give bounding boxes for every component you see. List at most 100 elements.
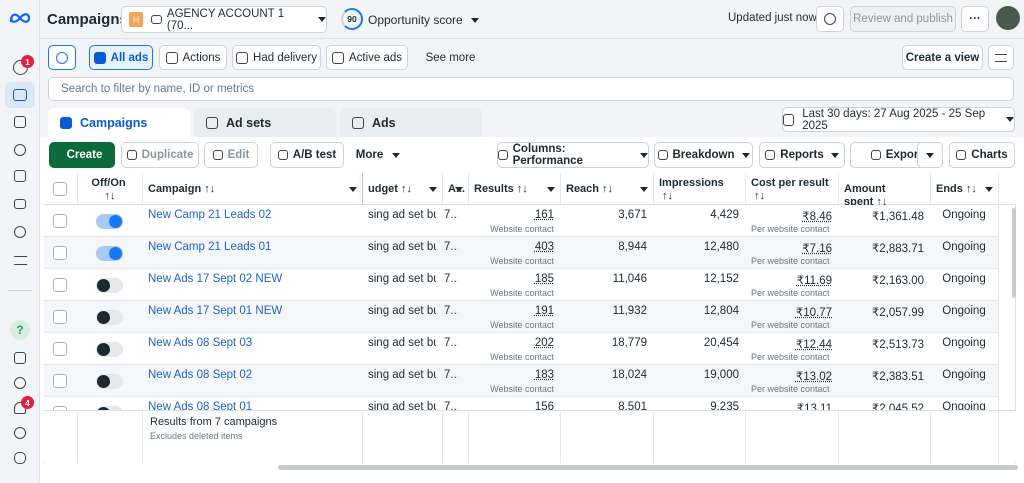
row-checkbox[interactable] <box>53 214 67 228</box>
column-menu[interactable] <box>429 187 437 192</box>
filter-button[interactable]: Had delivery <box>232 45 321 70</box>
account-selector[interactable]: H AGENCY ACCOUNT 1 (70... <box>121 6 327 33</box>
search-toggle[interactable] <box>48 45 76 70</box>
campaign-name[interactable]: New Ads 08 Sept 02 <box>148 369 253 381</box>
table-row <box>44 301 998 333</box>
column-header[interactable]: Reach ↑↓ <box>566 183 645 196</box>
more-button[interactable]: ··· <box>961 6 989 32</box>
column-header[interactable]: Campaign ↑↓ <box>148 183 354 196</box>
delivery-toggle[interactable] <box>96 406 123 410</box>
cell-value: ₹10.77 <box>795 307 832 319</box>
delivery-toggle[interactable] <box>96 278 123 293</box>
campaign-name[interactable]: New Ads 08 Sept 03 <box>148 337 253 349</box>
cell-value: 191 <box>534 305 554 317</box>
button-label: Create <box>66 149 103 161</box>
cell-value: Ongoing <box>942 273 986 285</box>
vertical-scrollbar[interactable] <box>1012 208 1016 298</box>
row-checkbox[interactable] <box>53 374 67 388</box>
toolbar-button[interactable]: Charts <box>949 142 1015 168</box>
ads-table-icon[interactable] <box>5 82 35 108</box>
toolbar-button[interactable]: Edit <box>204 142 258 168</box>
campaign-name[interactable]: New Ads 17 Sept 01 NEW <box>148 305 283 317</box>
tab-label: Ad sets <box>226 116 272 130</box>
review-publish-button[interactable]: Review and publish <box>850 6 956 32</box>
search-input[interactable]: Search to filter by name, ID or metrics <box>48 77 1014 101</box>
row-checkbox[interactable] <box>53 406 67 410</box>
sort-icon: ↑↓ <box>876 196 888 208</box>
campaign-name[interactable]: New Ads 08 Sept 01 <box>148 401 253 410</box>
campaign-name[interactable]: New Camp 21 Leads 02 <box>148 209 272 221</box>
date-range-picker[interactable]: Last 30 days: 27 Aug 2025 - 25 Sep 2025 <box>782 107 1015 132</box>
delivery-toggle[interactable] <box>96 374 123 389</box>
column-label: Off/On <box>91 177 126 189</box>
create-view-button[interactable]: Create a view <box>902 45 983 70</box>
help-icon[interactable]: ? <box>10 320 30 340</box>
cell-value: sing ad set bu... <box>368 209 436 221</box>
cell-subtext: Website contact <box>490 256 554 266</box>
refresh-button[interactable] <box>816 6 844 32</box>
toolbar-button[interactable]: Columns: Performance <box>497 142 649 168</box>
toolbar-button[interactable]: Breakdown <box>654 142 753 168</box>
column-header[interactable]: Cost per result ↑↓ <box>751 177 830 203</box>
settings-icon[interactable] <box>10 373 30 393</box>
filter-button[interactable]: Actions <box>159 45 227 70</box>
search-icon[interactable] <box>10 423 30 443</box>
view-settings-button[interactable] <box>988 45 1014 70</box>
cell-value: 7... <box>444 337 458 349</box>
news-icon[interactable] <box>10 348 30 368</box>
export-dropdown[interactable] <box>917 142 943 168</box>
column-header[interactable]: Results ↑↓ <box>474 183 552 196</box>
column-menu[interactable] <box>349 187 357 192</box>
column-menu[interactable] <box>640 187 648 192</box>
button-icon <box>498 150 508 160</box>
avatar[interactable] <box>996 6 1020 30</box>
cell-value: 7... <box>444 273 458 285</box>
tab-ads[interactable]: Ads <box>340 108 482 138</box>
billing-icon[interactable] <box>10 194 30 214</box>
column-menu[interactable] <box>547 187 555 192</box>
events-icon[interactable] <box>10 222 30 242</box>
row-checkbox[interactable] <box>53 342 67 356</box>
audience-icon[interactable] <box>10 140 30 160</box>
tab-campaigns[interactable]: Campaigns <box>48 108 190 138</box>
toolbar-button[interactable]: Create <box>49 142 115 168</box>
column-header[interactable]: udget ↑↓ <box>368 183 434 196</box>
toolbar-button[interactable]: A/B test <box>270 142 344 168</box>
row-checkbox[interactable] <box>53 310 67 324</box>
campaign-name[interactable]: New Camp 21 Leads 01 <box>148 241 272 253</box>
campaign-icon[interactable] <box>10 166 30 186</box>
select-all-checkbox[interactable] <box>53 182 67 196</box>
toolbar-button[interactable]: Reports <box>759 142 845 168</box>
tab-ad-sets[interactable]: Ad sets <box>194 108 336 138</box>
delivery-toggle[interactable] <box>96 310 123 325</box>
horizontal-scrollbar[interactable] <box>278 465 1018 470</box>
column-header[interactable]: Impressions ↑↓ <box>659 177 737 203</box>
column-header[interactable]: Off/On ↑↓ <box>83 177 134 203</box>
toggle-knob <box>97 375 110 388</box>
delivery-toggle[interactable] <box>96 214 123 229</box>
row-checkbox[interactable] <box>53 278 67 292</box>
account-badge: H <box>129 12 144 27</box>
filter-button[interactable]: See more <box>408 45 488 70</box>
campaign-name[interactable]: New Ads 17 Sept 02 NEW <box>148 273 283 285</box>
column-menu[interactable] <box>455 187 463 192</box>
toolbar-button[interactable]: More <box>348 142 408 168</box>
opportunity-score[interactable]: Opportunity score <box>368 13 479 27</box>
row-checkbox[interactable] <box>53 246 67 260</box>
column-menu[interactable] <box>985 187 993 192</box>
menu-icon[interactable] <box>10 250 30 270</box>
debug-icon[interactable] <box>10 448 30 468</box>
column-divider <box>998 410 999 462</box>
delivery-toggle[interactable] <box>96 246 123 261</box>
column-header[interactable]: Ends ↑↓ <box>936 183 990 196</box>
delivery-toggle[interactable] <box>96 342 123 357</box>
filter-button[interactable]: Active ads <box>326 45 408 70</box>
badge: 4 <box>21 396 34 409</box>
cell-value: ₹2,163.00 <box>871 275 924 287</box>
toolbar-button[interactable]: Duplicate <box>121 142 199 168</box>
cell-value: 7... <box>444 369 458 381</box>
pages-icon[interactable] <box>10 112 30 132</box>
page-title: Campaigns <box>47 11 128 28</box>
sort-icon: ↑↓ <box>204 183 216 195</box>
filter-button[interactable]: All ads <box>89 45 153 70</box>
